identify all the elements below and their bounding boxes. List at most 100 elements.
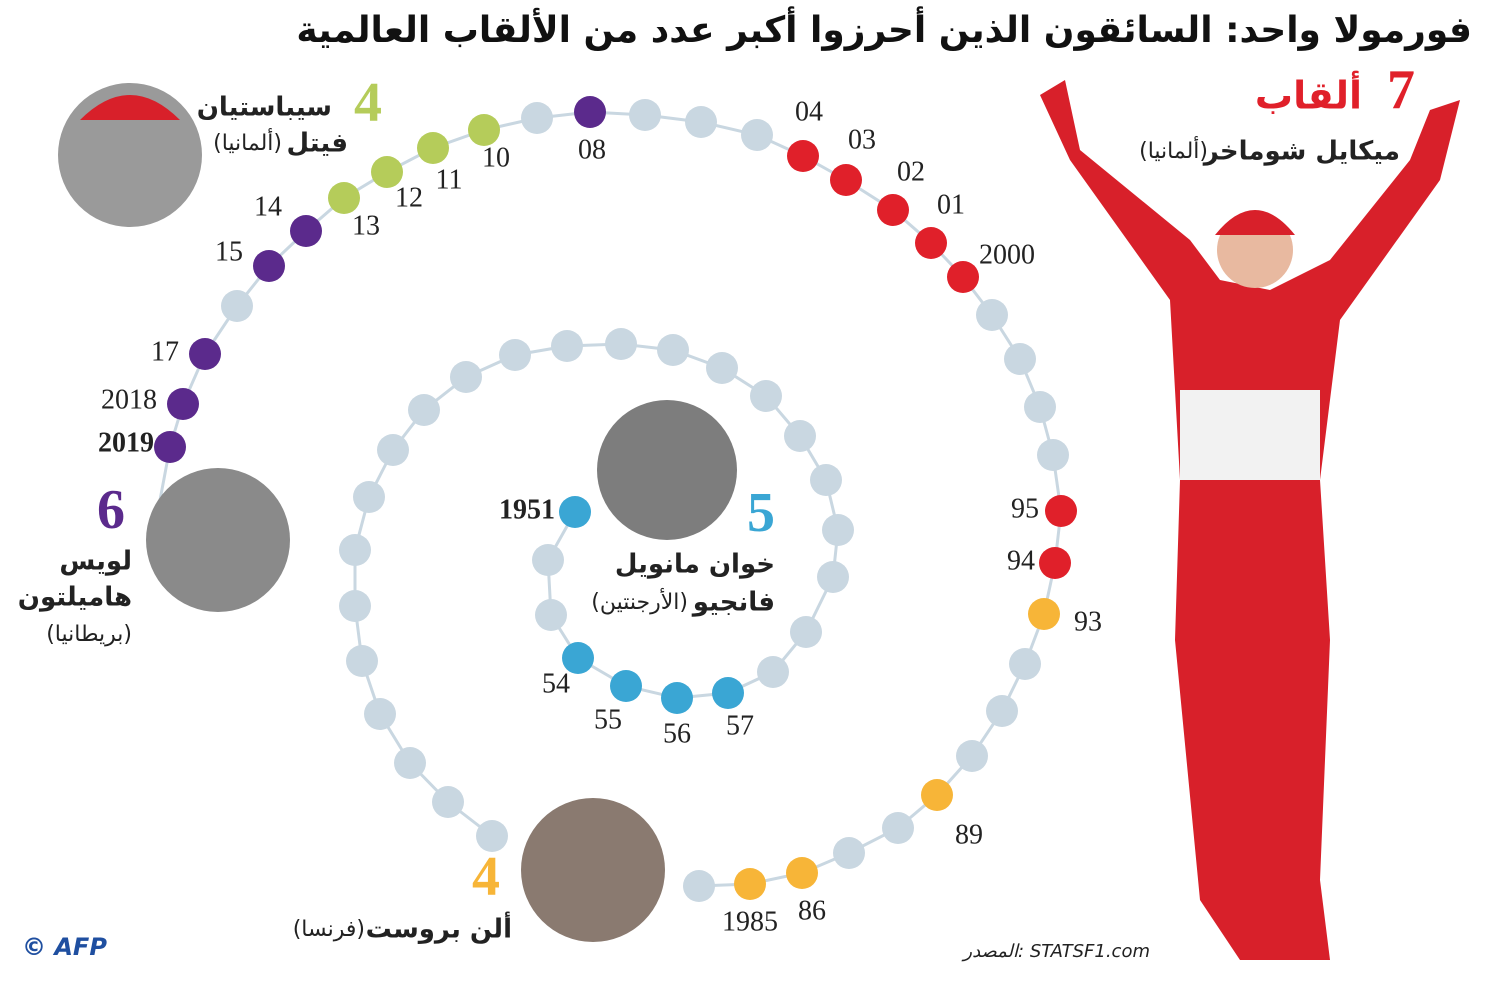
- season-dot: [221, 290, 253, 322]
- season-dot: [450, 361, 482, 393]
- season-dot: [346, 645, 378, 677]
- driver-count: 4: [472, 846, 500, 908]
- season-dot: [605, 328, 637, 360]
- driver-country: (الأرجنتين): [591, 588, 688, 615]
- title-dot: [371, 156, 403, 188]
- credit: © AFP: [22, 933, 107, 961]
- year-label: 15: [215, 236, 243, 267]
- driver-name: ألن بروست: [366, 912, 512, 945]
- title-dot: [712, 677, 744, 709]
- year-label: 93: [1074, 606, 1102, 637]
- season-dot: [976, 299, 1008, 331]
- driver-name: فانجيو: [691, 588, 775, 618]
- title-dot: [921, 779, 953, 811]
- driver-country: (ألمانيا): [1139, 136, 1208, 164]
- title-dot: [1039, 547, 1071, 579]
- season-dot: [535, 599, 567, 631]
- season-dot: [408, 394, 440, 426]
- source: المصدر: STATSF1.com: [961, 941, 1150, 962]
- title-dot: [328, 182, 360, 214]
- season-dot: [394, 747, 426, 779]
- season-dot: [499, 339, 531, 371]
- title-dot: [610, 670, 642, 702]
- title-dot: [947, 261, 979, 293]
- year-label: 12: [395, 182, 423, 213]
- driver-count: 5: [747, 482, 775, 544]
- season-dot: [657, 334, 689, 366]
- title-dot: [787, 140, 819, 172]
- title-dot: [915, 227, 947, 259]
- season-dot: [532, 544, 564, 576]
- season-dot: [706, 352, 738, 384]
- title-dot: [167, 388, 199, 420]
- season-dot: [833, 837, 865, 869]
- season-dot: [956, 740, 988, 772]
- season-dot: [1004, 343, 1036, 375]
- year-label: 2018: [101, 384, 157, 415]
- year-label: 01: [937, 189, 965, 220]
- title-dot: [786, 857, 818, 889]
- season-dot: [629, 99, 661, 131]
- title-dot: [417, 132, 449, 164]
- season-dot: [1037, 439, 1069, 471]
- season-dot: [1024, 391, 1056, 423]
- season-dot: [551, 330, 583, 362]
- year-label: 2000: [979, 239, 1035, 270]
- title-dot: [1028, 598, 1060, 630]
- title-dot: [877, 194, 909, 226]
- season-dot: [432, 786, 464, 818]
- season-dot: [817, 561, 849, 593]
- hamilton-photo: [146, 468, 290, 612]
- season-dot: [377, 434, 409, 466]
- title-dot: [154, 431, 186, 463]
- season-dot: [810, 464, 842, 496]
- title: فورمولا واحد: السائقون الذين أحرزوا أكبر…: [296, 6, 1472, 51]
- fangio-photo: [597, 400, 737, 540]
- year-label: 94: [1007, 545, 1035, 576]
- title-dot: [559, 496, 591, 528]
- title-dot: [830, 164, 862, 196]
- year-label: 2019: [98, 427, 154, 458]
- season-dot: [822, 514, 854, 546]
- season-dot: [685, 106, 717, 138]
- title-dot: [468, 114, 500, 146]
- year-label: 1951: [499, 494, 555, 525]
- season-dot: [364, 698, 396, 730]
- driver-name: خوان مانويل: [615, 550, 775, 580]
- season-dot: [757, 656, 789, 688]
- driver-name: هاميلتون: [18, 583, 132, 613]
- title-dot: [734, 868, 766, 900]
- driver-country: (بريطانيا): [46, 622, 132, 647]
- season-dot: [882, 812, 914, 844]
- season-dot: [1009, 648, 1041, 680]
- title-dot: [574, 96, 606, 128]
- driver-name: لويس: [59, 547, 132, 577]
- driver-name: فيتل: [287, 129, 348, 159]
- driver-count: 7: [1387, 59, 1415, 121]
- year-label: 10: [482, 142, 510, 173]
- year-label: 54: [542, 668, 570, 699]
- year-label: 1985: [722, 906, 778, 937]
- driver-count: 6: [97, 479, 125, 541]
- season-dot: [741, 119, 773, 151]
- driver-name: ميكايل شوماخر: [1202, 137, 1400, 167]
- season-dot: [683, 870, 715, 902]
- season-dot: [339, 590, 371, 622]
- year-label: 03: [848, 124, 876, 155]
- year-label: 02: [897, 156, 925, 187]
- year-label: 04: [795, 96, 823, 127]
- season-dot: [353, 481, 385, 513]
- title-dot: [661, 682, 693, 714]
- year-label: 17: [151, 336, 179, 367]
- schumacher-photo: [1040, 80, 1460, 960]
- driver-country: (ألمانيا): [213, 128, 282, 156]
- driver-count: 4: [354, 72, 382, 134]
- season-dot: [476, 820, 508, 852]
- year-label: 56: [663, 718, 691, 749]
- year-label: 89: [955, 819, 983, 850]
- prost-photo: [521, 798, 665, 942]
- title-dot: [562, 642, 594, 674]
- season-dot: [986, 695, 1018, 727]
- title-dot: [1045, 495, 1077, 527]
